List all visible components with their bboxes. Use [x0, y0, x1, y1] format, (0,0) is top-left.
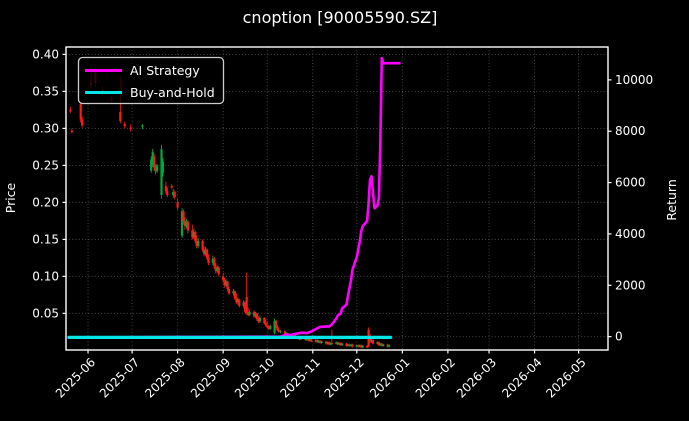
return-tick-labels: 10000 8000 6000 4000 2000 0 — [608, 73, 653, 344]
price-axis-label: Price — [3, 182, 18, 213]
axes-frame — [65, 46, 609, 351]
svg-text:0.10: 0.10 — [32, 269, 59, 283]
svg-text:0.25: 0.25 — [32, 158, 59, 172]
return-axis-label: Return — [664, 179, 679, 220]
chart-title: cnoption [90005590.SZ] — [243, 8, 438, 27]
svg-text:0.30: 0.30 — [32, 121, 59, 135]
legend-label-buy-and-hold: Buy-and-Hold — [130, 85, 215, 100]
svg-text:8000: 8000 — [615, 124, 646, 138]
ai-strategy-line — [67, 56, 401, 339]
svg-text:0.05: 0.05 — [32, 306, 59, 320]
svg-text:10000: 10000 — [615, 73, 653, 87]
legend-label-ai-strategy: AI Strategy — [130, 63, 200, 78]
price-tick-labels: 0.40 0.35 0.30 0.25 0.20 0.15 0.10 0.05 — [32, 47, 66, 320]
svg-text:0: 0 — [615, 330, 623, 344]
svg-text:0.15: 0.15 — [32, 232, 59, 246]
svg-text:6000: 6000 — [615, 176, 646, 190]
legend: AI Strategy Buy-and-Hold — [77, 56, 225, 105]
svg-text:0.20: 0.20 — [32, 195, 59, 209]
svg-text:0.40: 0.40 — [32, 47, 59, 61]
svg-text:4000: 4000 — [615, 227, 646, 241]
svg-text:2000: 2000 — [615, 278, 646, 292]
svg-text:0.35: 0.35 — [32, 84, 59, 98]
